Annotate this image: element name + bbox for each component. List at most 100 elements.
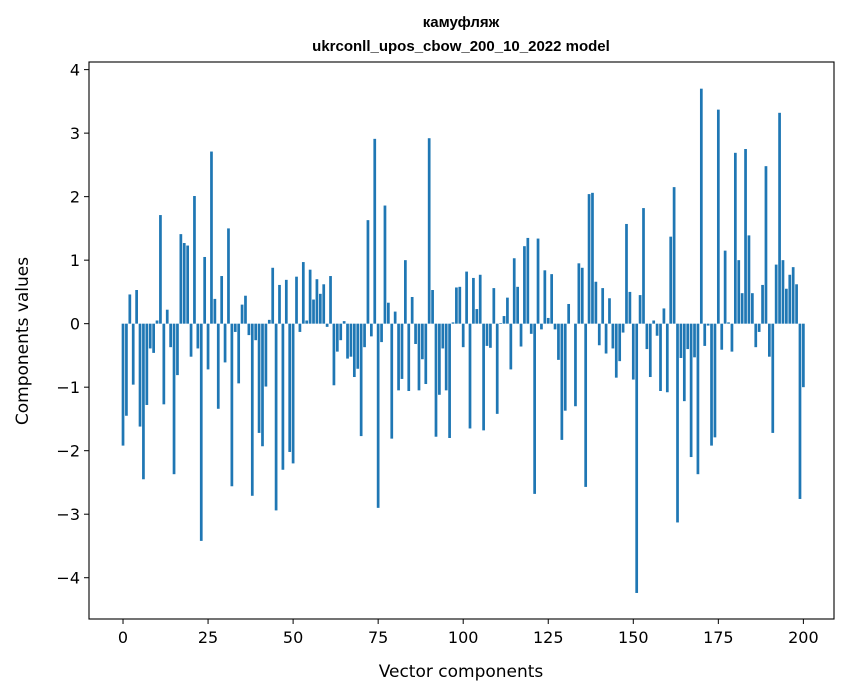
bar-24 xyxy=(203,256,207,324)
bar-195 xyxy=(785,288,788,324)
bar-181 xyxy=(737,260,741,324)
bar-41 xyxy=(261,323,264,447)
x-tick-label-200: 200 xyxy=(788,628,819,647)
plot-frame xyxy=(88,61,835,620)
bar-45 xyxy=(274,323,278,511)
bar-52 xyxy=(298,323,302,332)
bar-82 xyxy=(400,323,404,379)
bar-61 xyxy=(329,276,332,324)
bar-143 xyxy=(608,298,611,324)
bar-171 xyxy=(703,323,707,346)
bar-64 xyxy=(339,323,343,341)
bar-196 xyxy=(788,274,792,324)
y-tick-label--3: −3 xyxy=(56,505,80,524)
bar-67 xyxy=(349,323,353,357)
bar-66 xyxy=(346,323,349,359)
bar-199 xyxy=(798,323,802,499)
bar-128 xyxy=(557,323,560,360)
bar-6 xyxy=(142,323,145,480)
bar-187 xyxy=(757,323,761,332)
bar-189 xyxy=(764,166,768,324)
bar-114 xyxy=(509,323,513,370)
bar-104 xyxy=(475,309,479,324)
bar-48 xyxy=(284,279,288,324)
bar-79 xyxy=(390,323,394,439)
bar-116 xyxy=(516,286,519,324)
bar-150 xyxy=(631,323,635,380)
bar-13 xyxy=(165,309,169,324)
bar-172 xyxy=(706,323,710,326)
bar-46 xyxy=(278,284,281,324)
bar-26 xyxy=(210,151,213,324)
bar-36 xyxy=(244,295,247,324)
bar-145 xyxy=(614,323,618,378)
bar-90 xyxy=(427,138,431,324)
bar-55 xyxy=(308,269,312,324)
bar-134 xyxy=(577,263,581,324)
bar-149 xyxy=(628,291,632,324)
bar-130 xyxy=(563,323,567,411)
bar-126 xyxy=(550,274,554,324)
bar-93 xyxy=(438,323,441,395)
bar-74 xyxy=(373,138,377,324)
bar-146 xyxy=(618,323,622,362)
bar-148 xyxy=(625,223,628,324)
bar-162 xyxy=(672,187,676,324)
x-axis-label: Vector components xyxy=(379,662,544,682)
bar-49 xyxy=(288,323,292,452)
bar-54 xyxy=(305,320,309,324)
bar-42 xyxy=(264,323,268,387)
bar-180 xyxy=(733,152,737,324)
bar-170 xyxy=(699,88,703,324)
bar-22 xyxy=(196,323,200,349)
bar-69 xyxy=(356,323,360,369)
y-tick-label-4: 4 xyxy=(70,61,80,80)
y-axis-label: Components values xyxy=(13,257,33,425)
bar-60 xyxy=(325,323,329,327)
bar-135 xyxy=(580,267,584,324)
bar-65 xyxy=(342,321,346,324)
bar-21 xyxy=(193,196,196,324)
bar-137 xyxy=(587,194,591,324)
bar-84 xyxy=(407,323,411,391)
bar-168 xyxy=(693,323,696,358)
bar-92 xyxy=(434,323,438,437)
bar-163 xyxy=(676,323,679,523)
bar-113 xyxy=(506,297,509,324)
y-tick-label--2: −2 xyxy=(56,442,80,461)
bar-161 xyxy=(669,236,673,324)
bar-129 xyxy=(560,323,564,440)
bar-101 xyxy=(465,271,468,324)
bar-198 xyxy=(795,284,798,324)
bar-165 xyxy=(682,323,686,402)
bar-152 xyxy=(638,295,642,324)
y-tick-label--4: −4 xyxy=(56,569,80,588)
bar-133 xyxy=(574,323,577,407)
y-tick-label-3: 3 xyxy=(70,124,80,143)
bar-12 xyxy=(162,323,166,405)
bar-123 xyxy=(540,323,543,330)
bar-119 xyxy=(526,237,530,324)
bar-68 xyxy=(352,323,356,378)
bar-98 xyxy=(455,287,458,324)
x-tick-label-100: 100 xyxy=(448,628,479,647)
bar-194 xyxy=(781,260,785,324)
bar-10 xyxy=(155,320,159,324)
bar-18 xyxy=(182,243,186,324)
bar-76 xyxy=(380,323,383,343)
bar-35 xyxy=(240,304,244,324)
bar-140 xyxy=(597,323,601,346)
bar-44 xyxy=(271,267,275,324)
bar-77 xyxy=(383,205,387,324)
bar-122 xyxy=(536,238,540,324)
bar-81 xyxy=(397,323,400,391)
bar-154 xyxy=(645,323,649,350)
bar-121 xyxy=(533,323,536,494)
bar-63 xyxy=(335,323,339,352)
bar-9 xyxy=(152,323,155,353)
bar-157 xyxy=(655,323,659,336)
bar-186 xyxy=(754,323,758,348)
bar-118 xyxy=(523,246,526,324)
bar-155 xyxy=(648,323,652,378)
